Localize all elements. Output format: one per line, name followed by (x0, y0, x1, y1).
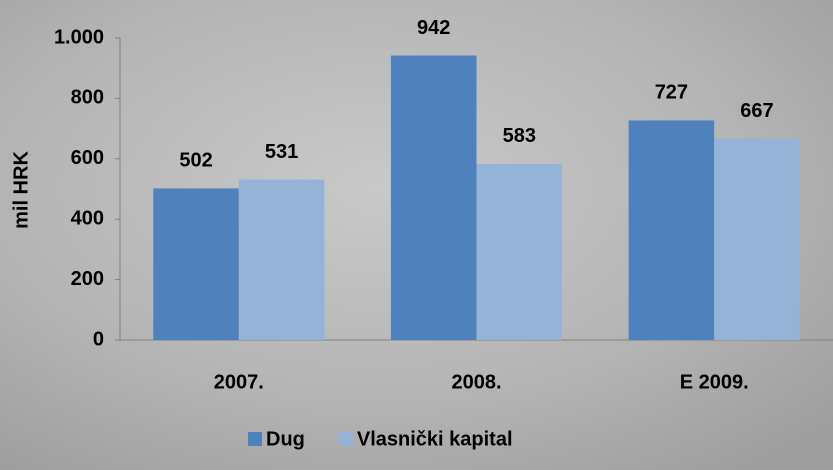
bar (476, 163, 563, 340)
x-tick-label: 2008. (451, 371, 501, 393)
legend-swatch (248, 432, 262, 446)
data-label: 531 (265, 141, 298, 163)
data-label: 727 (655, 82, 688, 104)
x-tick-label: E 2009. (680, 371, 749, 393)
y-tick-label: 400 (71, 207, 104, 229)
data-label: 583 (503, 125, 536, 147)
y-tick-label: 200 (71, 268, 104, 290)
legend-swatch (338, 432, 353, 446)
data-label: 942 (417, 17, 450, 39)
bar (628, 120, 715, 340)
bar (238, 179, 325, 340)
bar (153, 188, 239, 340)
x-tick-label: 2007. (214, 371, 264, 393)
legend-label: Dug (266, 428, 305, 450)
y-tick-label: 0 (93, 328, 104, 350)
legend-label: Vlasnički kapital (357, 428, 513, 450)
data-label: 667 (740, 100, 773, 122)
y-tick-label: 800 (71, 87, 104, 109)
data-label: 502 (179, 150, 212, 172)
y-tick-label: 1.000 (54, 26, 104, 48)
y-tick-label: 600 (71, 147, 104, 169)
bar (714, 138, 800, 340)
bar (390, 55, 477, 341)
y-axis-label: mil HRK (10, 151, 32, 229)
